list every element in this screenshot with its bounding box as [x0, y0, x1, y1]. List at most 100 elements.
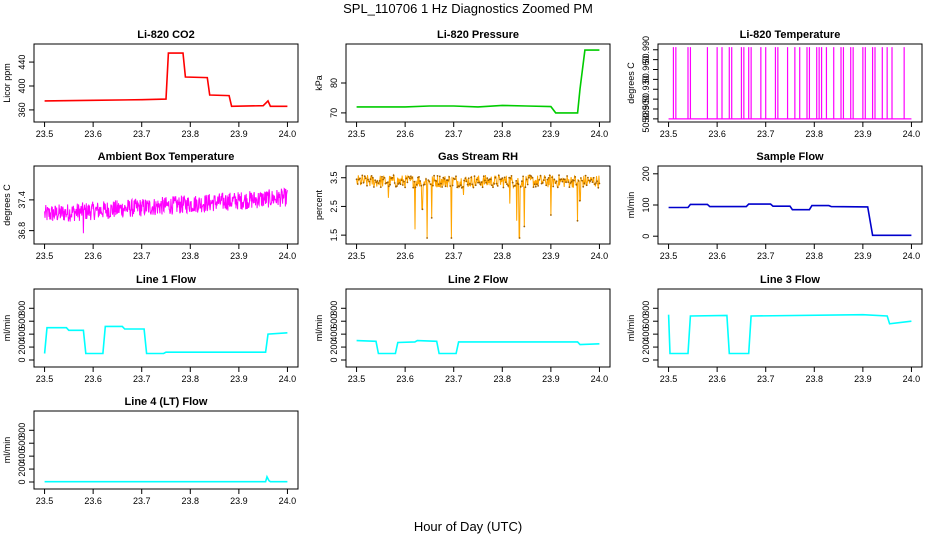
x-tick-label: 23.8	[182, 496, 200, 506]
y-tick-label: 37.4	[17, 191, 27, 209]
y-tick-label: 200	[17, 340, 27, 355]
plot-frame	[657, 43, 923, 123]
y-tick-label: 400	[17, 449, 27, 464]
x-tick-label: 23.5	[348, 374, 366, 384]
x-tick-label: 23.7	[757, 251, 775, 261]
y-tick-label: 0	[641, 234, 651, 239]
y-tick-label: 400	[329, 327, 339, 342]
x-tick-label: 23.8	[494, 129, 512, 139]
y-tick-label: 3.5	[329, 171, 339, 184]
y-tick-label: 2.5	[329, 200, 339, 213]
x-tick-label: 23.8	[182, 129, 200, 139]
plot-frame	[345, 165, 611, 245]
panel-line-2-flow: Line 2 Flow ml/min 23.5 23.6 23.7 23.8 23.9 24.…	[314, 274, 611, 384]
x-tick-label: 23.7	[133, 374, 151, 384]
series-points	[355, 174, 601, 239]
panel-line-4-lt-flow: Line 4 (LT) Flow ml/min 23.5 23.6 23.7 23.8 23…	[2, 396, 299, 506]
series-line	[356, 49, 600, 114]
figure-x-label: Hour of Day (UTC)	[414, 519, 522, 534]
x-tick-label: 23.9	[542, 374, 560, 384]
x-tick-label: 24.0	[591, 374, 609, 384]
y-axis-label: ml/min	[2, 437, 12, 464]
x-tick-label: 23.6	[708, 374, 726, 384]
x-tick-label: 23.8	[182, 374, 200, 384]
x-tick-label: 23.9	[230, 496, 248, 506]
y-axis-label: ml/min	[314, 315, 324, 342]
x-tick-label: 24.0	[591, 251, 609, 261]
panel-title: Li-820 Pressure	[437, 29, 519, 41]
y-tick-label: 600	[17, 314, 27, 329]
x-tick-label: 23.9	[230, 129, 248, 139]
series-line	[668, 203, 912, 237]
y-axis-label: percent	[314, 189, 324, 220]
x-tick-label: 23.7	[445, 251, 463, 261]
series-line	[667, 313, 912, 355]
series-line	[44, 187, 288, 234]
x-tick-label: 24.0	[279, 496, 297, 506]
x-tick-label: 23.7	[757, 129, 775, 139]
x-tick-label: 23.8	[494, 251, 512, 261]
x-tick-label: 23.9	[230, 251, 248, 261]
x-tick-label: 23.6	[396, 251, 414, 261]
panel-title: Li-820 Temperature	[740, 29, 841, 41]
y-tick-label: 360	[17, 102, 27, 117]
x-tick-label: 23.5	[36, 129, 54, 139]
x-tick-label: 23.7	[757, 374, 775, 384]
x-tick-label: 23.7	[133, 496, 151, 506]
y-axis-label: ml/min	[626, 315, 636, 342]
panel-li-820-pressure: Li-820 Pressure kPa 23.5 23.6 23.7 23.8 23.9 24…	[314, 29, 611, 139]
y-tick-label: 600	[329, 314, 339, 329]
y-tick-label: 800	[17, 423, 27, 438]
y-axis-label: Licor ppm	[2, 63, 12, 103]
x-tick-label: 23.5	[660, 129, 678, 139]
y-tick-label: 50.930	[641, 75, 651, 103]
y-tick-label: 100	[641, 197, 651, 212]
y-tick-label: 50.990	[641, 36, 651, 64]
y-tick-label: 50.900	[641, 95, 651, 123]
x-tick-label: 23.8	[182, 251, 200, 261]
panel-title: Line 1 Flow	[136, 274, 196, 286]
panel-li-820-co2: Li-820 CO2 Licor ppm 23.5 23.6 23.7 23.8 23.9 2…	[2, 29, 299, 139]
x-tick-label: 23.5	[348, 251, 366, 261]
x-tick-label: 23.7	[445, 374, 463, 384]
panel-title: Ambient Box Temperature	[98, 151, 235, 163]
x-tick-label: 23.9	[854, 129, 872, 139]
y-tick-label: 50.960	[641, 56, 651, 84]
series-line	[356, 339, 600, 355]
x-tick-label: 23.8	[494, 374, 512, 384]
plot-frame	[33, 288, 299, 368]
y-axis-label: degrees C	[626, 62, 636, 104]
plot-frame	[345, 288, 611, 368]
y-tick-label: 800	[17, 301, 27, 316]
x-tick-label: 24.0	[903, 251, 921, 261]
y-tick-label: 0	[329, 357, 339, 362]
y-tick-label: 800	[329, 301, 339, 316]
x-tick-label: 23.6	[84, 496, 102, 506]
y-tick-label: 0	[641, 357, 651, 362]
panel-ambient-box-temperature: Ambient Box Temperature degrees C 23.5 23.6…	[2, 151, 299, 261]
panel-title: Line 4 (LT) Flow	[125, 396, 208, 408]
x-tick-label: 23.5	[36, 496, 54, 506]
x-tick-label: 24.0	[279, 129, 297, 139]
panel-li-820-temperature: Li-820 Temperature degrees C 23.5 23.6 23.7 2…	[626, 29, 923, 139]
x-tick-label: 24.0	[279, 251, 297, 261]
series-line	[356, 173, 600, 239]
y-axis-label: ml/min	[626, 192, 636, 219]
y-tick-label: 600	[641, 314, 651, 329]
y-tick-label: 400	[17, 327, 27, 342]
panels: Li-820 CO2 Licor ppm 23.5 23.6 23.7 23.8 23.9 2…	[2, 29, 923, 506]
y-tick-label: 0	[17, 479, 27, 484]
x-tick-label: 23.8	[806, 374, 824, 384]
x-tick-label: 23.8	[806, 251, 824, 261]
panel-title: Line 3 Flow	[760, 274, 820, 286]
plot-frame	[33, 165, 299, 245]
panel-title: Sample Flow	[756, 151, 824, 163]
x-tick-label: 23.7	[133, 251, 151, 261]
x-tick-label: 23.9	[542, 129, 560, 139]
y-tick-label: 80	[329, 78, 339, 88]
y-tick-label: 200	[641, 166, 651, 181]
y-axis-label: degrees C	[2, 184, 12, 226]
x-tick-label: 23.5	[348, 129, 366, 139]
plot-frame	[33, 43, 299, 123]
